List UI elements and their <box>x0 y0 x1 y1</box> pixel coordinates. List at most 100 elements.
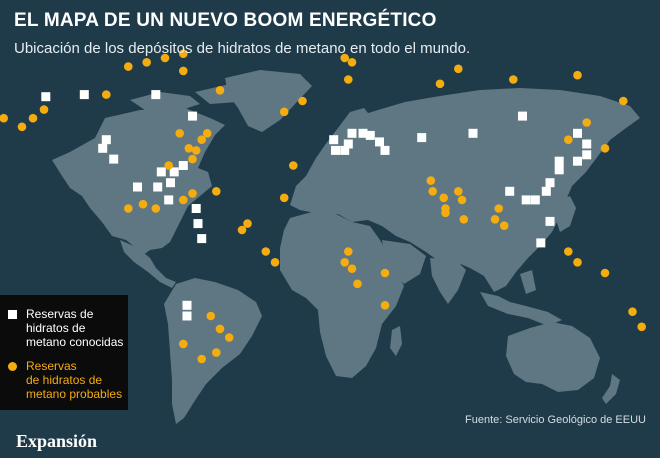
probable-reserve-marker <box>353 279 362 289</box>
japan-islands <box>556 196 576 232</box>
north-america-landmass <box>52 108 225 256</box>
indian-subcontinent <box>430 258 466 304</box>
probable-reserve-marker <box>289 161 298 170</box>
known-reserve-marker <box>505 186 515 196</box>
probable-reserve-marker <box>191 146 201 155</box>
probable-reserve-marker <box>160 53 170 63</box>
known-reserve-marker <box>573 128 582 138</box>
known-reserve-marker <box>417 133 427 143</box>
probable-reserve-marker <box>179 66 188 76</box>
known-reserve-marker <box>153 182 163 192</box>
known-reserve-marker <box>151 90 161 100</box>
known-reserve-marker <box>582 139 592 149</box>
probable-reserve-marker <box>270 258 280 267</box>
known-reserve-marker <box>343 139 353 149</box>
probable-reserve-marker <box>573 258 582 267</box>
known-reserve-marker <box>358 128 368 138</box>
known-reserve-marker <box>156 167 166 177</box>
probable-reserve-marker <box>102 90 111 99</box>
known-reserve-marker <box>331 145 340 155</box>
map-title: EL MAPA DE UN NUEVO BOOM ENERGÉTICO <box>14 10 437 31</box>
continents <box>52 70 640 424</box>
probable-reserve-marker <box>490 215 500 224</box>
known-reserve-marker <box>188 111 197 121</box>
known-reserve-marker <box>169 167 179 177</box>
known-reserve-marker <box>375 137 384 147</box>
known-reserve-marker <box>178 161 188 170</box>
probable-reserve-marker <box>582 118 591 127</box>
known-reserve-marker <box>518 111 527 121</box>
probable-reserve-marker <box>184 144 194 153</box>
known-reserve-marker <box>541 186 551 196</box>
probable-reserve-marker <box>439 193 449 203</box>
probable-reserve-marker <box>215 86 225 95</box>
central-america-landmass <box>120 240 176 288</box>
known-reserve-marker <box>573 156 582 166</box>
known-reserve-marker <box>182 311 192 321</box>
greenland-landmass <box>225 70 312 132</box>
probable-reserve-marker <box>428 187 438 196</box>
probable-reserve-marker <box>564 247 573 256</box>
probable-reserve-marker <box>138 199 148 209</box>
known-reserve-marker <box>79 90 89 100</box>
probable-reserve-marker <box>0 113 8 123</box>
probable-reserve-marker <box>441 208 450 218</box>
probable-reserve-marker <box>600 268 610 278</box>
probable-reserve-marker <box>28 113 38 123</box>
probable-reserve-marker <box>344 75 353 84</box>
known-reserve-marker <box>468 128 478 138</box>
probable-reserve-marker <box>212 348 221 357</box>
probable-reserve-marker <box>188 154 197 164</box>
probable-reserve-marker <box>509 75 518 84</box>
known-reserve-marker <box>182 300 192 310</box>
known-reserves-layer <box>41 90 592 321</box>
probable-reserves-layer <box>0 49 646 364</box>
probable-reserve-marker <box>224 333 234 342</box>
probable-reserve-marker <box>215 324 225 334</box>
southeast-asia-islands <box>480 270 562 326</box>
probable-reserve-marker <box>435 79 445 89</box>
white-square-icon <box>8 310 17 319</box>
probable-reserve-marker <box>206 311 216 321</box>
probable-reserve-marker <box>164 161 173 170</box>
known-reserve-marker <box>191 204 201 213</box>
probable-reserve-marker <box>212 187 221 196</box>
new-zealand <box>602 374 620 404</box>
known-reserve-marker <box>166 178 175 188</box>
probable-reserve-marker <box>619 96 628 106</box>
probable-reserve-marker <box>380 301 390 310</box>
probable-reserve-marker <box>197 354 206 364</box>
probable-reserve-marker <box>179 49 188 58</box>
known-reserve-marker <box>98 143 108 153</box>
probable-reserve-marker <box>142 58 151 67</box>
probable-reserve-marker <box>637 322 646 332</box>
brand-logo: Expansión <box>16 431 98 451</box>
probable-reserve-marker <box>340 258 350 267</box>
source-credit: Fuente: Servicio Geológico de EEUU <box>465 414 646 426</box>
known-reserve-marker <box>545 216 555 226</box>
probable-reserve-marker <box>151 204 161 213</box>
probable-reserve-marker <box>124 204 133 213</box>
legend: Reservas de hidratos de metano conocidas… <box>0 295 128 410</box>
probable-reserve-marker <box>17 122 27 132</box>
known-reserve-marker <box>582 150 592 160</box>
probable-reserve-marker <box>39 105 49 114</box>
probable-reserve-marker <box>628 307 637 317</box>
known-reserve-marker <box>41 92 51 102</box>
probable-reserve-marker <box>237 225 247 235</box>
probable-reserve-marker <box>380 268 390 278</box>
probable-reserve-marker <box>279 193 289 203</box>
probable-reserve-marker <box>426 176 436 185</box>
probable-reserve-marker <box>600 144 610 153</box>
known-reserve-marker <box>164 195 174 205</box>
known-reserve-marker <box>554 156 564 166</box>
probable-reserve-marker <box>564 135 573 144</box>
probable-reserve-marker <box>261 247 271 256</box>
known-reserve-marker <box>554 165 564 175</box>
australia-landmass <box>506 322 600 392</box>
probable-reserve-marker <box>179 339 188 349</box>
probable-reserve-marker <box>459 215 469 224</box>
arabian-peninsula <box>382 240 426 284</box>
probable-reserve-marker <box>494 204 504 213</box>
known-reserve-marker <box>101 135 111 145</box>
